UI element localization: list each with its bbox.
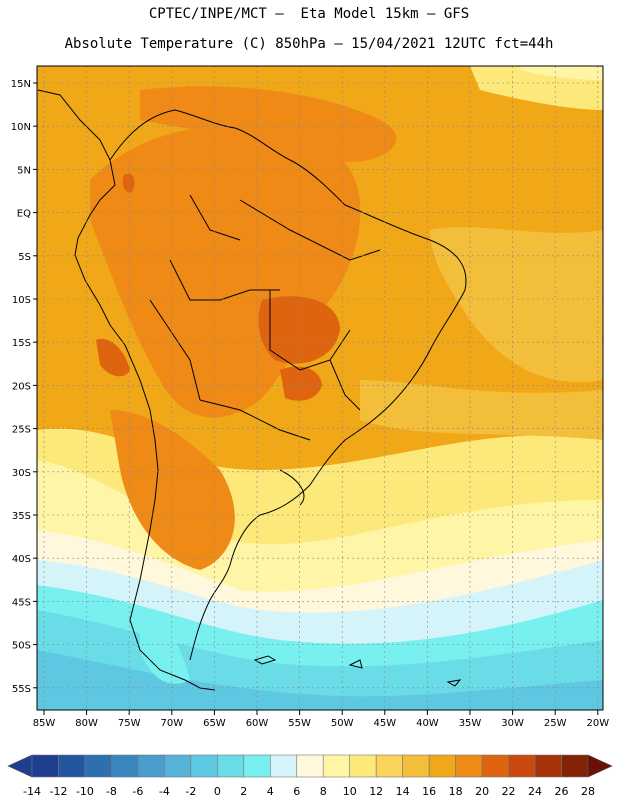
lat-label: 25S — [12, 425, 31, 436]
lon-label: 55W — [288, 718, 311, 729]
colorbar-label: 28 — [581, 785, 595, 798]
longitude-axis: 85W 80W 75W 70W 65W 60W 55W 50W 45W 40W 35W 30W 25W 2… — [33, 710, 609, 729]
colorbar-label: 10 — [343, 785, 357, 798]
lon-label: 60W — [246, 718, 269, 729]
colorbar-swatch — [508, 754, 536, 778]
lat-label: EQ — [17, 209, 31, 220]
colorbar — [7, 754, 613, 778]
map-field — [37, 66, 603, 710]
colorbar-swatch — [58, 754, 86, 778]
colorbar-swatch — [375, 754, 403, 778]
map-frame — [36, 65, 604, 711]
colorbar-swatch — [243, 754, 271, 778]
colorbar-swatch — [137, 754, 165, 778]
colorbar-label: 18 — [449, 785, 463, 798]
lon-label: 75W — [118, 718, 141, 729]
lon-label: 25W — [544, 718, 567, 729]
lat-label: 45S — [12, 597, 31, 608]
colorbar-label: -12 — [49, 785, 67, 798]
latitude-axis: 15N 10N 5N EQ 5S 10S 15S 20S 25S 30S 35S 40S 45S 50S 5… — [11, 79, 37, 695]
colorbar-label: 4 — [267, 785, 274, 798]
colorbar-swatch — [190, 754, 218, 778]
lat-label: 5S — [18, 252, 31, 263]
colorbar-swatch — [269, 754, 298, 778]
lon-label: 30W — [501, 718, 524, 729]
lat-label: 10N — [11, 122, 31, 133]
colorbar-min-arrow — [7, 754, 33, 778]
lat-label: 35S — [12, 511, 31, 522]
colorbar-swatch — [164, 754, 192, 778]
colorbar-swatch — [561, 754, 589, 778]
colorbar-swatch — [296, 754, 324, 778]
colorbar-label: -6 — [132, 785, 143, 798]
colorbar-label: -8 — [106, 785, 117, 798]
grid-lines — [37, 66, 603, 710]
lat-label: 5N — [17, 165, 31, 176]
colorbar-max-arrow — [587, 754, 613, 778]
colorbar-label: 8 — [320, 785, 327, 798]
colorbar-label: 2 — [240, 785, 247, 798]
lon-label: 80W — [75, 718, 98, 729]
lon-label: 45W — [373, 718, 396, 729]
lat-label: 10S — [12, 295, 31, 306]
lat-label: 15N — [11, 79, 31, 90]
colorbar-label: 6 — [293, 785, 300, 798]
colorbar-label: 14 — [396, 785, 410, 798]
colorbar-swatch — [534, 754, 562, 778]
colorbar-swatch — [84, 754, 112, 778]
lat-label: 40S — [12, 554, 31, 565]
colorbar-swatch — [217, 754, 245, 778]
colorbar-label: 26 — [555, 785, 569, 798]
lat-label: 30S — [12, 468, 31, 479]
lon-label: 70W — [160, 718, 183, 729]
colorbar-swatch — [455, 754, 483, 778]
lon-label: 50W — [331, 718, 354, 729]
title-line-2: Absolute Temperature (C) 850hPa – 15/04/… — [64, 36, 554, 52]
title-line-1: CPTEC/INPE/MCT – Eta Model 15km – GFS — [148, 6, 470, 22]
colorbar-swatch — [349, 754, 377, 778]
lat-label: 20S — [12, 381, 31, 392]
colorbar-swatch — [402, 754, 430, 778]
colorbar-swatch — [322, 754, 351, 778]
lat-label: 55S — [12, 684, 31, 695]
colorbar-label: -10 — [76, 785, 94, 798]
lon-label: 65W — [203, 718, 226, 729]
colorbar-label: 12 — [369, 785, 383, 798]
lon-label: 85W — [33, 718, 56, 729]
lon-label: 35W — [459, 718, 482, 729]
colorbar-swatch — [31, 754, 59, 778]
colorbar-swatch — [111, 754, 139, 778]
colorbar-label: 24 — [528, 785, 542, 798]
colorbar-label: 0 — [214, 785, 221, 798]
lon-label: 40W — [416, 718, 439, 729]
colorbar-swatch — [428, 754, 456, 778]
colorbar-swatch — [481, 754, 509, 778]
colorbar-label: -2 — [185, 785, 196, 798]
colorbar-label: -14 — [23, 785, 41, 798]
colorbar-labels: -14 -12 -10 -8 -6 -4 -2 0 2 4 6 8 10 12 14 16 18 20 22 24 26… — [23, 785, 595, 798]
colorbar-label: -4 — [159, 785, 170, 798]
colorbar-label: 20 — [475, 785, 489, 798]
coastline — [37, 89, 467, 691]
lat-label: 15S — [12, 338, 31, 349]
lon-label: 20W — [586, 718, 609, 729]
colorbar-label: 22 — [502, 785, 516, 798]
lat-label: 50S — [12, 641, 31, 652]
colorbar-label: 16 — [422, 785, 436, 798]
